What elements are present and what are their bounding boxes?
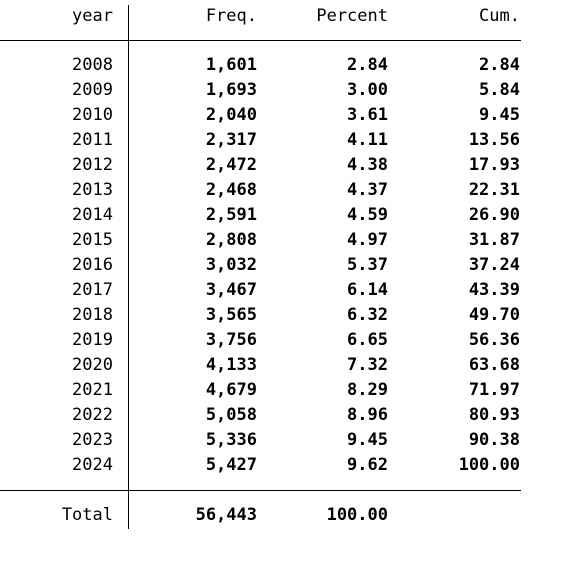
percent-cell: 4.38 [347, 155, 388, 175]
cum-cell: 26.90 [468, 205, 520, 225]
percent-cell: 5.37 [347, 255, 388, 275]
percent-cell: 4.97 [347, 230, 388, 250]
table-row: 2021 4,679 8.29 71.97 [0, 378, 521, 403]
table-row: 2015 2,808 4.97 31.87 [0, 228, 521, 253]
freq-cell: 2,808 [205, 230, 257, 250]
table-row: 2024 5,427 9.62 100.00 [0, 453, 521, 478]
cum-cell: 90.38 [468, 430, 520, 450]
cum-cell: 22.31 [468, 180, 520, 200]
cum-cell: 37.24 [468, 255, 520, 275]
table-row: 2009 1,693 3.00 5.84 [0, 78, 521, 103]
percent-cell: 4.11 [347, 130, 388, 150]
cum-cell: 43.39 [468, 280, 520, 300]
table-row: 2017 3,467 6.14 43.39 [0, 278, 521, 303]
year-cell: 2013 [72, 180, 113, 200]
total-freq: 56,443 [195, 505, 257, 525]
table-row: 2019 3,756 6.65 56.36 [0, 328, 521, 353]
column-divider [128, 5, 129, 529]
year-cell: 2023 [72, 430, 113, 450]
cum-cell: 13.56 [468, 130, 520, 150]
header-freq: Freq. [205, 6, 257, 26]
percent-cell: 9.62 [347, 455, 388, 475]
year-cell: 2014 [72, 205, 113, 225]
header-row: year Freq. Percent Cum. [0, 5, 521, 30]
percent-cell: 3.00 [347, 80, 388, 100]
header-year: year [72, 6, 113, 26]
table-row: 2022 5,058 8.96 80.93 [0, 403, 521, 428]
table-row: 2018 3,565 6.32 49.70 [0, 303, 521, 328]
freq-cell: 2,472 [205, 155, 257, 175]
percent-cell: 6.14 [347, 280, 388, 300]
year-cell: 2015 [72, 230, 113, 250]
year-cell: 2021 [72, 380, 113, 400]
table-row: 2011 2,317 4.11 13.56 [0, 128, 521, 153]
total-percent: 100.00 [326, 505, 388, 525]
freq-cell: 4,679 [205, 380, 257, 400]
percent-cell: 8.96 [347, 405, 388, 425]
cum-cell: 100.00 [458, 455, 520, 475]
year-cell: 2022 [72, 405, 113, 425]
header-percent: Percent [316, 6, 388, 26]
freq-cell: 1,693 [205, 80, 257, 100]
cum-cell: 49.70 [468, 305, 520, 325]
total-rule [0, 490, 521, 491]
percent-cell: 4.37 [347, 180, 388, 200]
freq-cell: 4,133 [205, 355, 257, 375]
freq-cell: 2,040 [205, 105, 257, 125]
percent-cell: 6.32 [347, 305, 388, 325]
percent-cell: 6.65 [347, 330, 388, 350]
year-cell: 2008 [72, 55, 113, 75]
cum-cell: 63.68 [468, 355, 520, 375]
year-cell: 2024 [72, 455, 113, 475]
freq-cell: 5,427 [205, 455, 257, 475]
percent-cell: 2.84 [347, 55, 388, 75]
year-cell: 2020 [72, 355, 113, 375]
cum-cell: 56.36 [468, 330, 520, 350]
table-row: 2023 5,336 9.45 90.38 [0, 428, 521, 453]
percent-cell: 7.32 [347, 355, 388, 375]
year-cell: 2012 [72, 155, 113, 175]
year-cell: 2018 [72, 305, 113, 325]
year-cell: 2010 [72, 105, 113, 125]
freq-cell: 2,468 [205, 180, 257, 200]
table-row: 2008 1,601 2.84 2.84 [0, 53, 521, 78]
percent-cell: 9.45 [347, 430, 388, 450]
total-label: Total [61, 505, 113, 525]
freq-cell: 3,756 [205, 330, 257, 350]
total-row: Total 56,443 100.00 [0, 503, 521, 528]
table-row: 2012 2,472 4.38 17.93 [0, 153, 521, 178]
freq-cell: 3,032 [205, 255, 257, 275]
freq-cell: 1,601 [205, 55, 257, 75]
cum-cell: 9.45 [479, 105, 520, 125]
table-row: 2013 2,468 4.37 22.31 [0, 178, 521, 203]
year-cell: 2019 [72, 330, 113, 350]
table-row: 2010 2,040 3.61 9.45 [0, 103, 521, 128]
percent-cell: 8.29 [347, 380, 388, 400]
table-row: 2014 2,591 4.59 26.90 [0, 203, 521, 228]
table-row: 2020 4,133 7.32 63.68 [0, 353, 521, 378]
percent-cell: 4.59 [347, 205, 388, 225]
freq-cell: 3,467 [205, 280, 257, 300]
year-cell: 2011 [72, 130, 113, 150]
year-cell: 2009 [72, 80, 113, 100]
freq-cell: 5,058 [205, 405, 257, 425]
freq-cell: 3,565 [205, 305, 257, 325]
year-cell: 2016 [72, 255, 113, 275]
header-rule [0, 40, 521, 41]
cum-cell: 17.93 [468, 155, 520, 175]
freq-cell: 2,591 [205, 205, 257, 225]
cum-cell: 31.87 [468, 230, 520, 250]
cum-cell: 71.97 [468, 380, 520, 400]
cum-cell: 80.93 [468, 405, 520, 425]
cum-cell: 2.84 [479, 55, 520, 75]
header-cum: Cum. [479, 6, 520, 26]
freq-cell: 5,336 [205, 430, 257, 450]
year-cell: 2017 [72, 280, 113, 300]
cum-cell: 5.84 [479, 80, 520, 100]
percent-cell: 3.61 [347, 105, 388, 125]
table-row: 2016 3,032 5.37 37.24 [0, 253, 521, 278]
freq-cell: 2,317 [205, 130, 257, 150]
